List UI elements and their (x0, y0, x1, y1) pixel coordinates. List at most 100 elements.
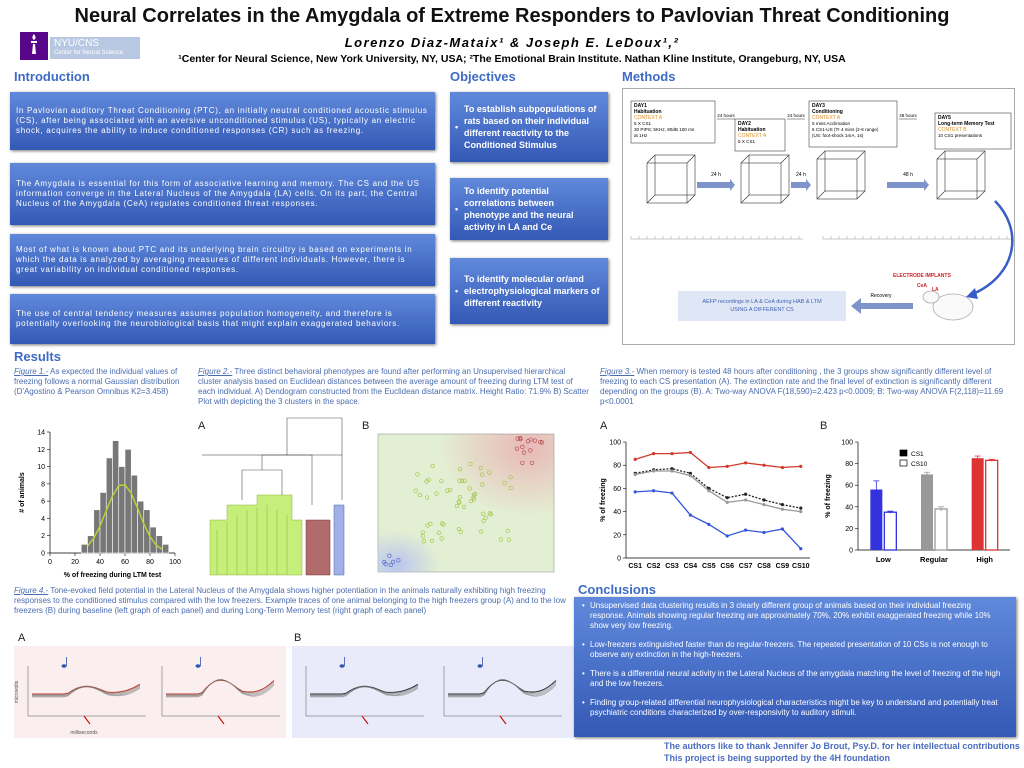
day-line: 5 CS1-US (TI 4 mins (2-6 range) (812, 127, 879, 132)
blue-arrow (791, 179, 811, 191)
scatter-dot (457, 478, 462, 483)
acknowledgement: The authors like to thank Jennifer Jo Br… (664, 741, 1020, 751)
scatter-dot (515, 436, 520, 441)
y-tick-label: 60 (845, 483, 853, 490)
histogram-bar (124, 448, 132, 554)
series-point (633, 472, 637, 477)
y-tick-label: 20 (845, 526, 853, 533)
caption-label: Figure 2.- (198, 367, 233, 376)
panel-label: A (198, 420, 206, 432)
intro-box: Most of what is known about PTC and its … (10, 234, 435, 286)
pointer (361, 715, 369, 725)
scatter-dot (439, 478, 444, 484)
series-point (652, 469, 656, 473)
scatter-dot (457, 467, 463, 472)
scatter-dot (457, 500, 462, 505)
scatter-dot (471, 495, 476, 500)
day-label: DAY3 (812, 103, 825, 109)
bar (971, 458, 984, 550)
x-tick-label: 20 (71, 559, 79, 566)
note-icon (339, 664, 345, 668)
series-point (762, 498, 766, 502)
cage-edge (856, 150, 866, 160)
scatter-dot (528, 448, 533, 453)
panel-label: B (362, 420, 370, 432)
scatter-dot (439, 521, 445, 526)
x-tick-label: 60 (121, 559, 129, 566)
scatter-dot (502, 481, 507, 486)
y-tick-label: 0 (617, 556, 621, 563)
series-point (799, 464, 803, 468)
series-point (799, 506, 803, 510)
conclusion-item: Finding group-related differential neuro… (582, 698, 1008, 718)
histogram-bar (155, 535, 163, 554)
series-point (670, 491, 674, 495)
cage-edge (856, 190, 866, 200)
cage (740, 162, 782, 204)
blue-arrow (887, 179, 929, 191)
axis-label: microvolts (14, 680, 20, 703)
series-point (762, 503, 766, 507)
recording-box (678, 291, 846, 321)
scatter-dot (467, 486, 472, 491)
intro-box: The Amygdala is essential for this form … (10, 163, 435, 225)
histogram-bar (130, 474, 138, 554)
day-context: CONTEXT A (634, 115, 663, 121)
y-tick-label: 0 (849, 548, 853, 555)
rat (932, 293, 974, 321)
scatter-dot (445, 488, 450, 493)
y-tick-label: 60 (613, 486, 621, 493)
cage (936, 158, 978, 200)
trace (166, 679, 275, 698)
y-tick-label: 80 (613, 463, 621, 470)
interval-label: 24 hours (717, 113, 735, 118)
panel-label: A (18, 632, 26, 644)
day-label: DAY1 (634, 103, 647, 109)
x-tick-label: CS1 (628, 563, 642, 570)
series-point (633, 457, 637, 461)
scatter-dot (525, 439, 531, 444)
trace (32, 686, 141, 698)
histogram-bar (112, 440, 120, 554)
caption-label: Figure 4.- (14, 586, 49, 595)
y-tick-label: 12 (37, 447, 45, 454)
intro-box: In Pavlovian auditory Threat Conditionin… (10, 92, 435, 150)
x-tick-label: CS10 (792, 563, 810, 570)
scatter-dot (461, 504, 467, 509)
series-point (744, 498, 748, 502)
dendrogram (202, 417, 345, 576)
day-title: Habituation (634, 109, 662, 115)
scatter-dot (430, 463, 435, 469)
axis-label: milliseconds (70, 730, 98, 736)
caption-text: Three distinct behavioral phenotypes are… (198, 367, 589, 406)
scatter-dot (439, 536, 444, 541)
bar (985, 459, 999, 551)
scatter-dot (508, 475, 513, 480)
conclusions-box: Unsupervised data clustering results in … (574, 597, 1016, 737)
scatter-dot (520, 444, 525, 449)
caption-text: Tone-evoked field potential in the Later… (14, 586, 566, 615)
axis-label: # of animals (19, 472, 26, 513)
cage (748, 154, 790, 196)
panel-label: A (600, 420, 608, 432)
cage (816, 158, 858, 200)
section-heading: Objectives (450, 69, 516, 84)
scatter-dot (458, 529, 463, 534)
series-point (725, 534, 729, 538)
histogram-bar (162, 544, 170, 554)
scatter-dot (462, 478, 467, 483)
note-icon (195, 664, 201, 668)
section-heading: Conclusions (578, 582, 657, 597)
figure-caption: Figure 1.- As expected the individual va… (14, 367, 182, 397)
histogram-chart: 0 2 4 6 8 10 12 14 0 20 40 60 80 100 # of animals % of … (19, 430, 181, 580)
affiliations: ¹Center for Neural Science, New York Uni… (178, 53, 846, 65)
blue-arrow (697, 179, 735, 191)
cage-edge (780, 154, 790, 164)
day-line: 5 X CS1 (738, 139, 756, 144)
day-title: Conditioning (812, 109, 843, 115)
bar (934, 508, 948, 551)
x-tick-label: Regular (920, 555, 948, 564)
series-point (633, 490, 637, 494)
cage-edge (686, 154, 696, 164)
pointer (499, 715, 507, 725)
